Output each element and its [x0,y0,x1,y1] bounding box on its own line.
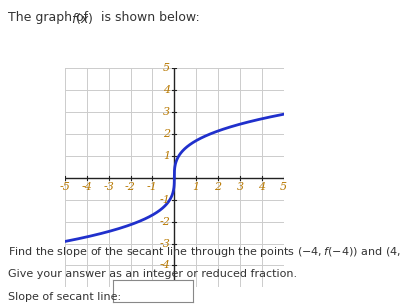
Text: -4: -4 [160,261,170,270]
Text: 3: 3 [237,182,243,192]
Text: 4: 4 [163,85,170,95]
Text: 2: 2 [214,182,222,192]
Text: Give your answer as an integer or reduced fraction.: Give your answer as an integer or reduce… [8,269,297,279]
Text: 1: 1 [193,182,200,192]
Text: -2: -2 [160,217,170,226]
Text: -5: -5 [160,282,170,292]
Text: The graph of: The graph of [8,11,92,24]
Text: -1: -1 [147,182,158,192]
Text: 3: 3 [163,107,170,117]
Text: $f(x)$: $f(x)$ [71,11,93,26]
Text: 5: 5 [280,182,287,192]
Text: -5: -5 [59,182,70,192]
Text: 4: 4 [258,182,266,192]
Text: Find the slope of the secant line through the points $(-4, f(-4))$ and $(4, f(4): Find the slope of the secant line throug… [8,245,403,259]
Text: 5: 5 [163,64,170,73]
Text: -4: -4 [81,182,92,192]
Text: -3: -3 [103,182,114,192]
Text: 1: 1 [163,151,170,161]
Text: -2: -2 [125,182,136,192]
Text: is shown below:: is shown below: [97,11,199,24]
Text: 2: 2 [163,129,170,139]
Text: Slope of secant line:: Slope of secant line: [8,292,121,302]
Text: -3: -3 [160,239,170,248]
Text: -1: -1 [160,195,170,205]
